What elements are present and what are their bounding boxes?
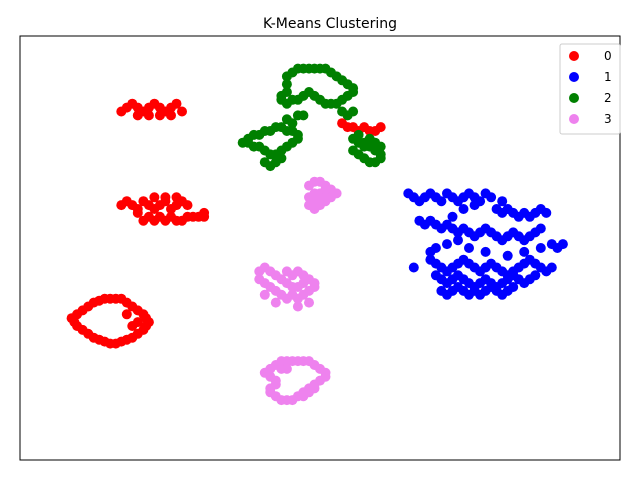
point-cluster-2 [353,129,364,140]
point-cluster-1 [486,192,497,203]
point-cluster-1 [535,223,546,234]
point-cluster-1 [480,246,491,257]
points-layer [66,63,568,406]
point-cluster-2 [281,87,292,97]
point-cluster-1 [469,200,480,211]
point-cluster-0 [199,207,210,218]
point-cluster-0 [132,317,143,328]
point-cluster-1 [430,243,441,253]
chart-title: K-Means Clustering [263,16,397,32]
point-cluster-2 [348,106,359,117]
legend-label-0: 0 [604,49,612,63]
legend: 0 1 2 3 [559,43,621,135]
point-cluster-0 [132,110,143,121]
series-cluster-0 [66,98,386,349]
point-cluster-1 [408,262,419,273]
point-cluster-3 [270,297,281,308]
point-cluster-1 [502,250,513,261]
legend-marker-0 [569,51,579,61]
point-cluster-2 [281,114,292,125]
point-cluster-3 [309,196,320,207]
point-cluster-1 [497,196,508,207]
series-cluster-3 [254,176,342,406]
point-cluster-0 [171,192,182,203]
point-cluster-3 [254,274,265,285]
legend-label-3: 3 [604,112,612,126]
point-cluster-0 [143,110,154,121]
point-cluster-0 [177,106,187,117]
point-cluster-0 [72,321,83,331]
legend-box [559,43,621,135]
point-cluster-1 [436,196,447,207]
legend-label-2: 2 [604,91,612,105]
point-cluster-3 [259,289,270,300]
point-cluster-1 [458,204,469,214]
series-cluster-1 [403,188,568,300]
plot-area-frame [19,35,621,461]
point-cluster-3 [298,270,309,281]
point-cluster-2 [298,110,309,121]
point-cluster-0 [132,207,143,218]
point-cluster-0 [166,110,176,121]
point-cluster-3 [304,297,314,308]
point-cluster-0 [375,122,386,133]
point-cluster-1 [535,243,546,253]
point-cluster-0 [121,309,132,320]
point-cluster-1 [546,262,557,273]
point-cluster-1 [519,246,530,257]
point-cluster-1 [453,235,463,246]
point-cluster-1 [557,239,568,250]
legend-marker-3 [569,114,579,124]
series-cluster-2 [237,63,386,172]
point-cluster-0 [171,98,182,109]
point-cluster-2 [281,79,292,90]
point-cluster-2 [348,145,359,156]
point-cluster-0 [154,110,165,121]
point-cluster-2 [276,153,287,164]
point-cluster-3 [320,184,331,195]
point-cluster-1 [530,270,541,281]
point-cluster-1 [464,243,474,253]
point-cluster-1 [442,239,452,250]
point-cluster-0 [182,200,193,211]
point-cluster-2 [375,141,386,152]
point-cluster-0 [138,215,149,226]
point-cluster-1 [541,207,552,218]
point-cluster-1 [508,282,519,292]
legend-marker-2 [569,93,579,103]
point-cluster-3 [281,363,292,374]
legend-marker-1 [569,72,579,82]
point-cluster-2 [243,137,254,148]
point-cluster-2 [359,137,370,148]
point-cluster-1 [447,211,458,222]
point-cluster-0 [149,192,160,203]
point-cluster-3 [298,387,309,398]
point-cluster-3 [259,367,270,378]
point-cluster-0 [160,192,171,203]
point-cluster-3 [292,301,303,312]
legend-label-1: 1 [604,70,612,84]
